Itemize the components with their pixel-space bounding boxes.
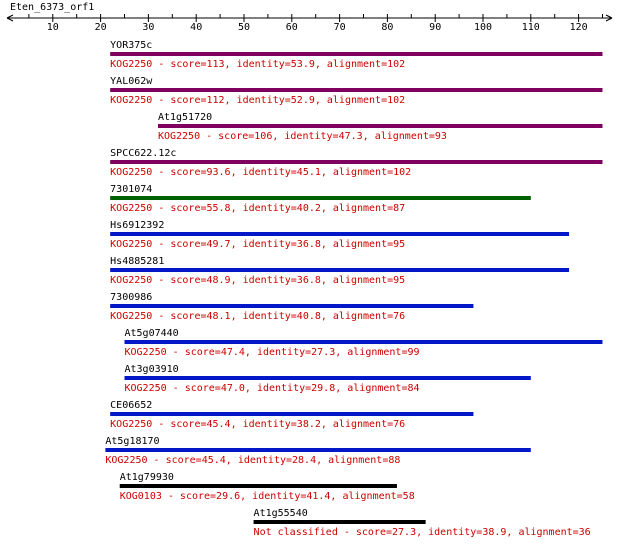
hit-description: KOG0103 - score=29.6, identity=41.4, ali… — [120, 491, 415, 502]
hit-name-label: At5g18170 — [105, 436, 159, 447]
hit-row: YOR375c KOG2250 - score=113, identity=53.… — [110, 40, 603, 70]
hit-description: KOG2250 - score=47.4, identity=27.3, ali… — [125, 347, 420, 358]
ruler-left-arrow — [6, 14, 14, 22]
hit-description: KOG2250 - score=112, identity=52.9, alig… — [110, 95, 405, 106]
position-ruler: 10 20 30 40 50 60 70 80 90 100 110 120 — [6, 14, 613, 33]
hit-alignment-bar[interactable] — [110, 52, 603, 56]
ruler-right-arrow — [605, 14, 613, 22]
ruler-tick-label: 50 — [238, 22, 250, 33]
hit-row: At1g51720 KOG2250 - score=106, identity=4… — [157, 112, 603, 142]
ruler-tick-label: 100 — [474, 22, 492, 33]
hit-alignment-bar[interactable] — [110, 196, 531, 200]
hit-description: KOG2250 - score=93.6, identity=45.1, ali… — [110, 167, 411, 178]
hit-alignment-bar[interactable] — [157, 124, 603, 128]
ruler-tick-label: 110 — [522, 22, 540, 33]
ruler-tick-label: 10 — [47, 22, 59, 33]
hit-description: KOG2250 - score=49.7, identity=36.8, ali… — [110, 239, 405, 250]
hit-name-label: CE06652 — [110, 400, 152, 411]
hit-description: KOG2250 - score=106, identity=47.3, alig… — [158, 131, 447, 142]
hit-name-label: YAL062w — [110, 76, 153, 87]
hit-alignment-bar[interactable] — [105, 448, 531, 452]
hit-row: 7301074 KOG2250 - score=55.8, identity=40… — [110, 184, 531, 214]
hit-row: 7300986 KOG2250 - score=48.1, identity=40… — [110, 292, 474, 322]
hit-name-label: 7301074 — [110, 184, 152, 195]
ruler-tick-label: 40 — [190, 22, 202, 33]
hit-row: At5g07440 KOG2250 - score=47.4, identity=… — [124, 328, 603, 358]
ruler-tick-label: 90 — [429, 22, 441, 33]
hit-description: KOG2250 - score=48.9, identity=36.8, ali… — [110, 275, 405, 286]
hit-row: SPCC622.12c KOG2250 - score=93.6, identit… — [110, 148, 603, 178]
hit-row: Hs4885281 KOG2250 - score=48.9, identity=… — [110, 256, 570, 286]
hit-alignment-bar[interactable] — [110, 304, 474, 308]
hit-alignment-bar[interactable] — [119, 484, 397, 488]
hit-row: At3g03910 KOG2250 - score=47.0, identity=… — [124, 364, 531, 394]
hit-name-label: At1g51720 — [158, 112, 212, 123]
hit-name-label: Hs4885281 — [110, 256, 164, 267]
hit-alignment-bar[interactable] — [110, 88, 603, 92]
hit-row: Hs6912392 KOG2250 - score=49.7, identity=… — [110, 220, 570, 250]
hit-description: Not classified - score=27.3, identity=38… — [254, 527, 591, 538]
hit-alignment-bar[interactable] — [110, 268, 570, 272]
hit-name-label: At3g03910 — [125, 364, 179, 375]
hit-name-label: SPCC622.12c — [110, 148, 176, 159]
hit-name-label: Hs6912392 — [110, 220, 164, 231]
ruler-tick-label: 20 — [95, 22, 107, 33]
hit-description: KOG2250 - score=47.0, identity=29.8, ali… — [125, 383, 420, 394]
hit-alignment-bar[interactable] — [110, 412, 474, 416]
hit-description: KOG2250 - score=45.4, identity=28.4, ali… — [105, 455, 400, 466]
hit-alignment-bar[interactable] — [124, 376, 531, 380]
hit-row: CE06652 KOG2250 - score=45.4, identity=38… — [110, 400, 474, 430]
hit-row: YAL062w KOG2250 - score=112, identity=52.… — [110, 76, 603, 106]
hit-alignment-bar[interactable] — [110, 160, 603, 164]
hit-alignment-bar[interactable] — [253, 520, 426, 524]
hit-description: KOG2250 - score=48.1, identity=40.8, ali… — [110, 311, 405, 322]
ruler-tick-label: 120 — [570, 22, 588, 33]
hit-name-label: YOR375c — [110, 40, 152, 51]
hit-description: KOG2250 - score=55.8, identity=40.2, ali… — [110, 203, 405, 214]
hit-name-label: At1g55540 — [254, 508, 308, 519]
query-title: Eten_6373_orf1 — [10, 2, 94, 13]
hit-row: At1g79930 KOG0103 - score=29.6, identity=… — [119, 472, 415, 502]
hit-name-label: 7300986 — [110, 292, 152, 303]
hit-name-label: At5g07440 — [125, 328, 179, 339]
ruler-tick-label: 80 — [381, 22, 393, 33]
hit-row: At5g18170 KOG2250 - score=45.4, identity=… — [105, 436, 531, 466]
ruler-tick-label: 70 — [334, 22, 346, 33]
hit-alignment-bar[interactable] — [124, 340, 603, 344]
hit-description: KOG2250 - score=45.4, identity=38.2, ali… — [110, 419, 405, 430]
hit-name-label: At1g79930 — [120, 472, 174, 483]
hit-list: YOR375c KOG2250 - score=113, identity=53.… — [105, 40, 603, 538]
hit-alignment-bar[interactable] — [110, 232, 570, 236]
ruler-tick-label: 60 — [286, 22, 298, 33]
ruler-tick-label: 30 — [142, 22, 154, 33]
hit-description: KOG2250 - score=113, identity=53.9, alig… — [110, 59, 405, 70]
hit-row: At1g55540 Not classified - score=27.3, id… — [253, 508, 591, 538]
